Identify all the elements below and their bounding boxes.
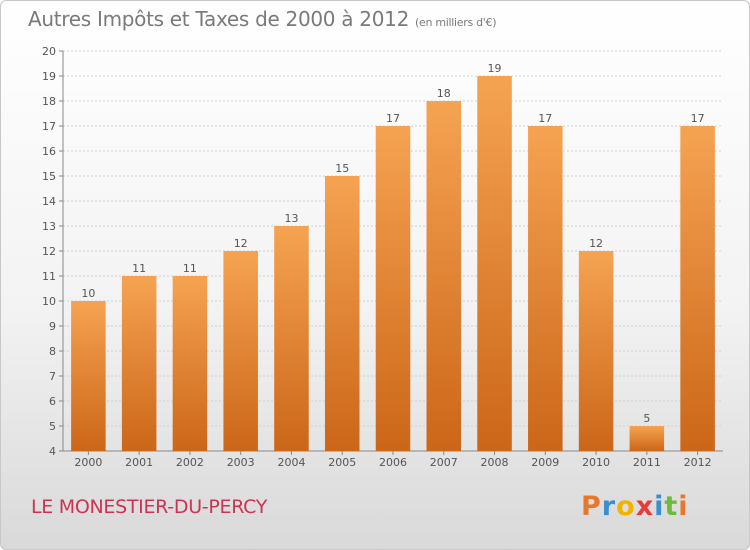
bar (274, 226, 309, 451)
bar (528, 126, 563, 451)
data-label: 13 (284, 212, 298, 225)
y-tick-label: 13 (42, 220, 56, 233)
logo-letter: P (581, 491, 602, 522)
x-tick-label: 2005 (328, 456, 356, 469)
y-tick-label: 6 (49, 395, 56, 408)
x-tick-label: 2000 (74, 456, 102, 469)
data-label: 18 (437, 87, 451, 100)
bar (477, 76, 512, 451)
bar (680, 126, 715, 451)
data-label: 17 (386, 112, 400, 125)
proxiti-logo: Proxiti (581, 491, 689, 522)
data-label: 5 (643, 412, 650, 425)
x-tick-label: 2004 (277, 456, 305, 469)
data-label: 12 (234, 237, 248, 250)
y-tick-label: 4 (49, 445, 56, 458)
bar (375, 126, 411, 451)
labels: 10 11 11 12 13 15 17 18 19 17 12 5 17 (81, 62, 704, 425)
data-label: 17 (691, 112, 705, 125)
y-tick-label: 9 (49, 320, 56, 333)
y-tick-label: 8 (49, 345, 56, 358)
data-label: 17 (538, 112, 552, 125)
logo-letter: i (678, 491, 689, 522)
x-tick-label: 2006 (379, 456, 407, 469)
data-label: 12 (589, 237, 603, 250)
chart-unit: (en milliers d'€) (415, 16, 497, 29)
y-tick-label: 11 (42, 270, 56, 283)
bar (629, 426, 665, 451)
data-label: 15 (335, 162, 349, 175)
y-tick-label: 19 (42, 70, 56, 83)
logo-letter: i (654, 491, 665, 522)
commune-name: LE MONESTIER-DU-PERCY (31, 496, 268, 518)
data-label: 11 (183, 262, 197, 275)
data-label: 19 (488, 62, 502, 75)
bars (71, 76, 715, 451)
y-tick-label: 12 (42, 245, 56, 258)
x-tick-label: 2002 (176, 456, 204, 469)
logo-letter: x (635, 491, 655, 522)
bar (223, 251, 258, 451)
y-tick-label: 17 (42, 120, 56, 133)
logo-letter: o (616, 491, 636, 522)
x-tick-label: 2010 (582, 456, 610, 469)
x-tick-label: 2003 (227, 456, 255, 469)
x-tick-label: 2008 (481, 456, 509, 469)
data-label: 10 (81, 287, 95, 300)
bar (172, 276, 208, 451)
y-tick-label: 14 (42, 195, 56, 208)
logo-letter: t (664, 491, 679, 522)
chart-title-text: Autres Impôts et Taxes de 2000 à 2012 (28, 7, 409, 31)
bar (426, 101, 462, 451)
x-tick-label: 2007 (430, 456, 458, 469)
bar (578, 251, 614, 451)
y-tick-label: 16 (42, 145, 56, 158)
y-tick-label: 10 (42, 295, 56, 308)
x-tick-label: 2001 (125, 456, 153, 469)
y-tick-label: 7 (49, 370, 56, 383)
logo-letter: r (601, 491, 617, 522)
bar (121, 276, 157, 451)
bar (324, 176, 360, 451)
x-tick-label: 2012 (684, 456, 712, 469)
x-tick-label: 2009 (531, 456, 559, 469)
y-tick-label: 5 (49, 420, 56, 433)
bar (71, 301, 106, 451)
x-tick-label: 2011 (633, 456, 661, 469)
y-tick-label: 20 (42, 45, 56, 58)
y-tick-label: 18 (42, 95, 56, 108)
y-tick-label: 15 (42, 170, 56, 183)
chart-title: Autres Impôts et Taxes de 2000 à 2012 (en… (28, 7, 496, 31)
data-label: 11 (132, 262, 146, 275)
